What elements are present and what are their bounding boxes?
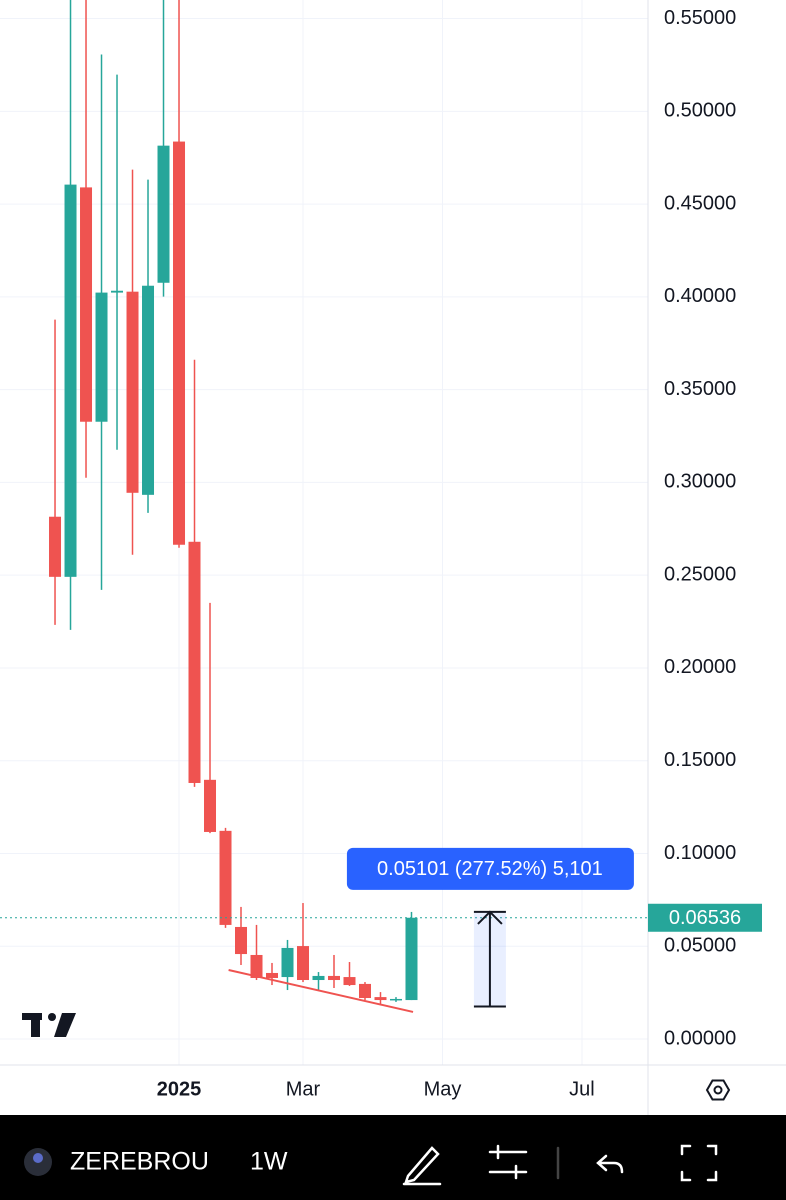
settings-icon[interactable] [705,1079,731,1101]
candle-body [111,290,124,293]
x-tick-label: May [424,1078,462,1100]
undo-icon[interactable] [596,1154,624,1174]
x-tick-label: Mar [286,1078,321,1100]
candle-body [389,998,402,1001]
y-tick-label: 0.05000 [664,935,736,957]
candle-body [312,975,325,981]
candle-body [188,541,201,783]
y-tick-label: 0.10000 [664,842,736,864]
candle-body [219,830,232,925]
candle-body [266,972,279,978]
plot-area: 0.05101 (277.52%) 5,101 [0,0,648,1013]
fullscreen-icon[interactable] [680,1144,718,1182]
y-tick-label: 0.30000 [664,471,736,493]
y-tick-label: 0.20000 [664,656,736,678]
last-price-label: 0.06536 [669,907,741,929]
candle-body [405,917,418,1001]
y-tick-label: 0.35000 [664,378,736,400]
x-tick-label: Jul [569,1078,595,1100]
candle-body [142,285,155,495]
candle-body [80,187,93,422]
y-tick-label: 0.45000 [664,192,736,214]
y-tick-label: 0.25000 [664,563,736,585]
candle-body [374,997,387,1001]
draw-icon[interactable] [402,1146,442,1186]
candle-body [95,292,108,422]
candle-body [173,141,186,545]
toolbar [0,1115,786,1200]
interval[interactable]: 1W [250,1148,288,1176]
candle-body [327,975,340,981]
candle-body [204,779,217,832]
y-tick-label: 0.50000 [664,100,736,122]
symbol-name[interactable]: ZEREBROU [70,1148,209,1176]
tv-logo [22,1013,76,1037]
axes: 0.00000 0.05000 0.10000 0.15000 0.20000 0.250… [157,7,762,1100]
candle-body [126,291,139,493]
candle-body [296,946,309,981]
candle-body [250,954,263,978]
candle-body [64,184,77,577]
last-price-box [648,903,762,932]
candle-body [235,926,248,955]
symbol-avatar-figure [33,1153,43,1163]
toolbar-icons [402,1144,718,1186]
y-tick-label: 0.15000 [664,749,736,771]
candle-body [343,977,356,986]
candle-body [49,516,62,577]
candle-body [157,145,170,283]
y-tick-label: 0.55000 [664,7,736,29]
y-tick-label: 0.40000 [664,285,736,307]
indicators-icon[interactable] [488,1144,528,1180]
y-tick-label: 0.00000 [664,1027,736,1049]
x-tick-label: 2025 [157,1078,202,1100]
measure-arrowhead [477,910,503,925]
candle-body [281,947,294,978]
measure-label-box [346,847,634,890]
symbol-clip: ZEREBROU [70,1148,209,1176]
trendline [228,969,414,1013]
measure-label: 0.05101 (277.52%) 5,101 [377,858,603,880]
candle-body [358,983,371,999]
